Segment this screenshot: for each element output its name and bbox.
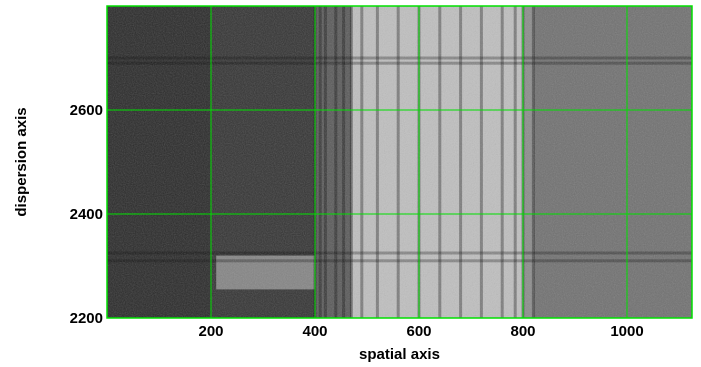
y-ticks: 2200 2400 2600 <box>70 102 103 327</box>
x-tick-label: 400 <box>302 323 327 340</box>
plot-frame <box>106 5 693 319</box>
y-tick-label: 2600 <box>70 102 103 119</box>
x-tick-label: 600 <box>406 323 431 340</box>
plot-area <box>107 6 692 318</box>
x-tick-label: 1000 <box>610 323 643 340</box>
y-tick-label: 2200 <box>70 310 103 327</box>
detector-noise <box>107 6 692 318</box>
x-ticks: 200 400 600 800 1000 <box>198 323 643 340</box>
y-axis-label: dispersion axis <box>13 107 30 216</box>
x-tick-label: 200 <box>198 323 223 340</box>
x-tick-label: 800 <box>510 323 535 340</box>
x-axis-label: spatial axis <box>359 346 440 363</box>
y-tick-label: 2400 <box>70 206 103 223</box>
